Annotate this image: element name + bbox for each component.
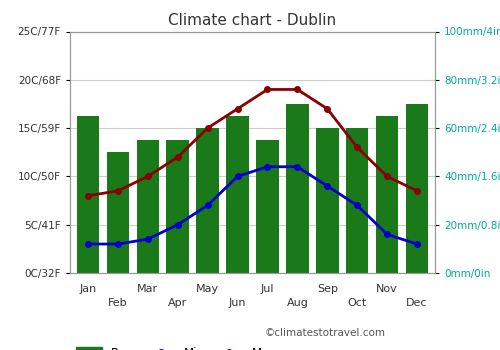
Bar xyxy=(136,140,159,273)
Bar xyxy=(76,116,99,273)
Text: May: May xyxy=(196,284,219,294)
Bar xyxy=(286,104,308,273)
Text: ©climatestotravel.com: ©climatestotravel.com xyxy=(265,328,386,338)
Text: Oct: Oct xyxy=(348,298,367,308)
Legend: Prec, Min, Max: Prec, Min, Max xyxy=(76,346,276,350)
Bar xyxy=(346,128,368,273)
Bar xyxy=(196,128,219,273)
Text: Dec: Dec xyxy=(406,298,428,308)
Text: Jul: Jul xyxy=(260,284,274,294)
Bar xyxy=(256,140,278,273)
Bar xyxy=(406,104,428,273)
Bar xyxy=(316,128,338,273)
Text: Aug: Aug xyxy=(286,298,308,308)
Text: Sep: Sep xyxy=(317,284,338,294)
Text: Jan: Jan xyxy=(80,284,96,294)
Title: Climate chart - Dublin: Climate chart - Dublin xyxy=(168,13,336,28)
Bar xyxy=(166,140,189,273)
Bar xyxy=(226,116,249,273)
Text: Apr: Apr xyxy=(168,298,188,308)
Bar xyxy=(376,116,398,273)
Text: Feb: Feb xyxy=(108,298,128,308)
Text: Mar: Mar xyxy=(137,284,158,294)
Text: Nov: Nov xyxy=(376,284,398,294)
Text: Jun: Jun xyxy=(229,298,246,308)
Bar xyxy=(106,152,129,273)
